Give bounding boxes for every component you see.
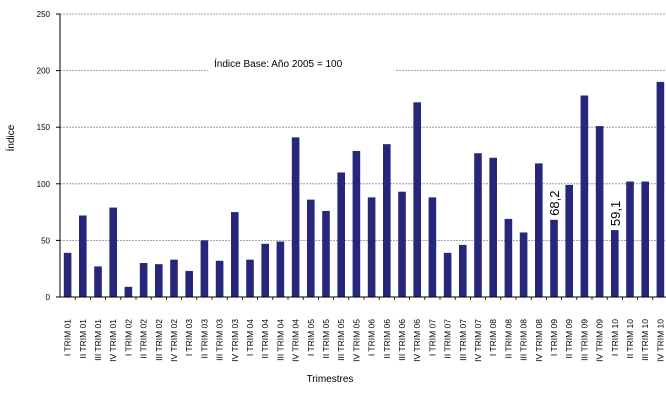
x-tick-label: III TRIM 04 bbox=[275, 319, 285, 361]
x-tick-label: III TRIM 01 bbox=[93, 319, 103, 361]
x-tick-label: II TRIM 04 bbox=[260, 319, 270, 359]
bar bbox=[413, 102, 421, 298]
bar bbox=[185, 270, 193, 297]
bar bbox=[352, 150, 361, 297]
y-tick-label: 200 bbox=[37, 67, 51, 76]
bar bbox=[565, 184, 573, 297]
x-tick-label: III TRIM 03 bbox=[215, 319, 225, 361]
y-axis-title: Índice bbox=[4, 124, 17, 151]
bar bbox=[79, 215, 87, 297]
x-tick-label: II TRIM 03 bbox=[199, 319, 209, 359]
bar bbox=[443, 252, 452, 297]
bar bbox=[124, 286, 133, 297]
bar bbox=[474, 153, 482, 297]
bar bbox=[535, 163, 543, 297]
x-tick-label: II TRIM 10 bbox=[625, 319, 635, 359]
x-tick-label: IV TRIM 06 bbox=[412, 319, 422, 362]
x-tick-label: I TRIM 04 bbox=[245, 319, 255, 356]
bar bbox=[656, 81, 665, 297]
x-axis-title: Trimestres bbox=[307, 374, 354, 385]
bar bbox=[170, 259, 178, 297]
x-tick-label: III TRIM 09 bbox=[579, 319, 589, 361]
bar bbox=[489, 157, 497, 297]
annotation-background bbox=[208, 56, 395, 74]
bar bbox=[215, 260, 224, 297]
x-tick-label: IV TRIM 08 bbox=[534, 319, 544, 362]
bar bbox=[519, 232, 528, 297]
x-tick-label: IV TRIM 05 bbox=[351, 319, 361, 362]
bar bbox=[246, 259, 254, 297]
y-axis: 0 50 100 150 200 250 bbox=[37, 10, 61, 302]
x-tick-label: IV TRIM 02 bbox=[169, 319, 179, 362]
x-tick-label: IV TRIM 09 bbox=[595, 319, 605, 362]
y-tick-label: 250 bbox=[37, 10, 51, 19]
data-label: 59,1 bbox=[608, 201, 623, 226]
x-tick-label: II TRIM 09 bbox=[564, 319, 574, 359]
bar bbox=[261, 243, 269, 297]
x-tick-label: III TRIM 10 bbox=[640, 319, 650, 361]
bar bbox=[200, 240, 209, 297]
data-label: 68,2 bbox=[547, 190, 562, 215]
x-tick-label: IV TRIM 10 bbox=[655, 319, 665, 362]
x-tick-label: I TRIM 06 bbox=[367, 319, 377, 356]
bar bbox=[428, 197, 437, 297]
x-tick-label: III TRIM 05 bbox=[336, 319, 346, 361]
y-tick-label: 150 bbox=[37, 123, 51, 132]
gridlines bbox=[60, 13, 666, 241]
bar bbox=[337, 172, 345, 297]
bar bbox=[459, 244, 467, 297]
y-tick-label: 0 bbox=[46, 293, 51, 302]
bar bbox=[595, 126, 604, 298]
x-tick-label: I TRIM 05 bbox=[306, 319, 316, 356]
bar bbox=[63, 252, 72, 297]
x-tick-label: II TRIM 02 bbox=[139, 319, 149, 359]
bar bbox=[398, 191, 406, 297]
bar bbox=[580, 95, 589, 297]
bar bbox=[383, 144, 391, 297]
x-tick-label: IV TRIM 04 bbox=[291, 319, 301, 362]
bar bbox=[611, 230, 619, 297]
x-tick-label: II TRIM 05 bbox=[321, 319, 331, 359]
x-tick-label: I TRIM 02 bbox=[123, 319, 133, 356]
bars bbox=[63, 81, 665, 298]
y-tick-label: 100 bbox=[37, 180, 51, 189]
bar bbox=[139, 263, 148, 297]
x-tick-label: I TRIM 10 bbox=[610, 319, 620, 356]
x-tick-label: II TRIM 08 bbox=[503, 319, 513, 359]
x-tick-label: I TRIM 07 bbox=[427, 319, 437, 356]
x-tick-label: III TRIM 08 bbox=[519, 319, 529, 361]
x-tick-label: IV TRIM 01 bbox=[108, 319, 118, 362]
bar bbox=[94, 266, 102, 297]
bar bbox=[626, 181, 634, 297]
x-tick-label: IV TRIM 03 bbox=[230, 319, 240, 362]
x-tick-label: I TRIM 08 bbox=[488, 319, 498, 356]
y-tick-label: 50 bbox=[41, 236, 50, 245]
x-tick-label: I TRIM 01 bbox=[63, 319, 73, 356]
bar bbox=[550, 219, 558, 297]
bar bbox=[367, 197, 376, 297]
bar bbox=[155, 264, 163, 297]
bar bbox=[641, 181, 649, 297]
x-tick-label: IV TRIM 07 bbox=[473, 319, 483, 362]
annotation: Índice Base: Año 2005 = 100 bbox=[214, 57, 343, 70]
bar bbox=[307, 199, 315, 297]
bar bbox=[291, 137, 300, 297]
x-tick-label: II TRIM 07 bbox=[443, 319, 453, 359]
data-labels: 68,259,153,0 bbox=[547, 190, 623, 226]
x-tick-label: III TRIM 07 bbox=[458, 319, 468, 361]
x-tick-label: I TRIM 03 bbox=[184, 319, 194, 356]
bar bbox=[504, 218, 513, 297]
x-axis: I TRIM 01 II TRIM 01 III TRIM 01 IV TRIM 01… bbox=[60, 296, 666, 362]
x-tick-label: II TRIM 06 bbox=[382, 319, 392, 359]
bar bbox=[322, 210, 330, 297]
x-tick-label: II TRIM 01 bbox=[78, 319, 88, 359]
bar bbox=[276, 241, 285, 297]
bar bbox=[231, 212, 239, 297]
x-tick-label: I TRIM 09 bbox=[549, 319, 559, 356]
x-tick-label: III TRIM 02 bbox=[154, 319, 164, 361]
bar bbox=[109, 207, 117, 297]
x-tick-label: III TRIM 06 bbox=[397, 319, 407, 361]
